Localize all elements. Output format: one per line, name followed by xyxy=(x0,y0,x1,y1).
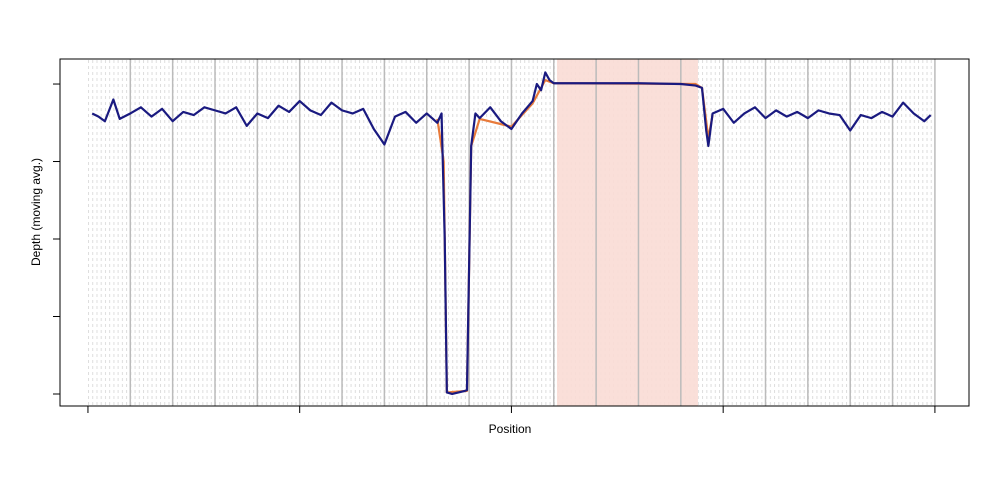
y-axis-label: Depth (moving avg.) xyxy=(29,158,43,266)
highlight-region xyxy=(556,59,698,406)
data-line xyxy=(91,71,932,396)
plot-layer xyxy=(91,59,936,406)
x-axis-label: Position xyxy=(489,422,532,436)
